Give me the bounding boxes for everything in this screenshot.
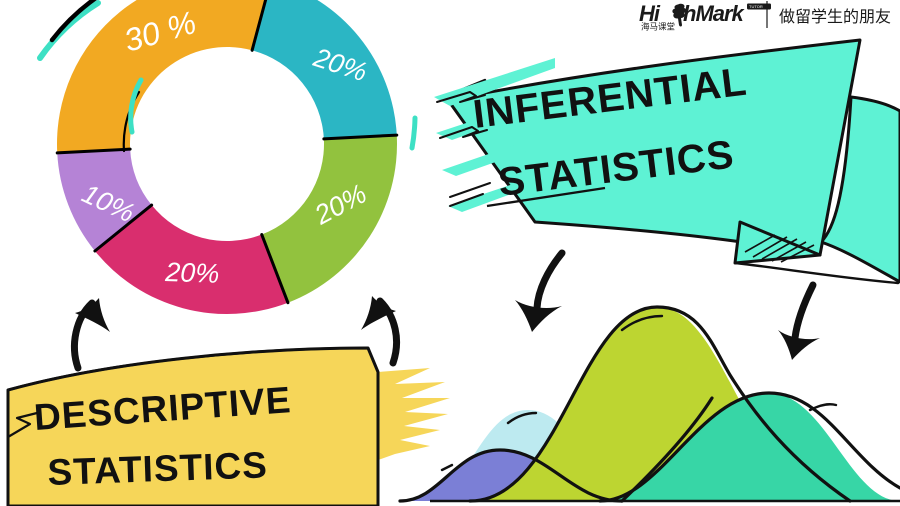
svg-text:TUTOR: TUTOR [749,4,763,9]
svg-text:海马课堂: 海马课堂 [641,22,675,32]
svg-text:做留学生的朋友: 做留学生的朋友 [779,8,891,26]
svg-text:hMark: hMark [683,1,746,26]
svg-text:STATISTICS: STATISTICS [47,444,269,493]
svg-text:20%: 20% [164,257,220,289]
